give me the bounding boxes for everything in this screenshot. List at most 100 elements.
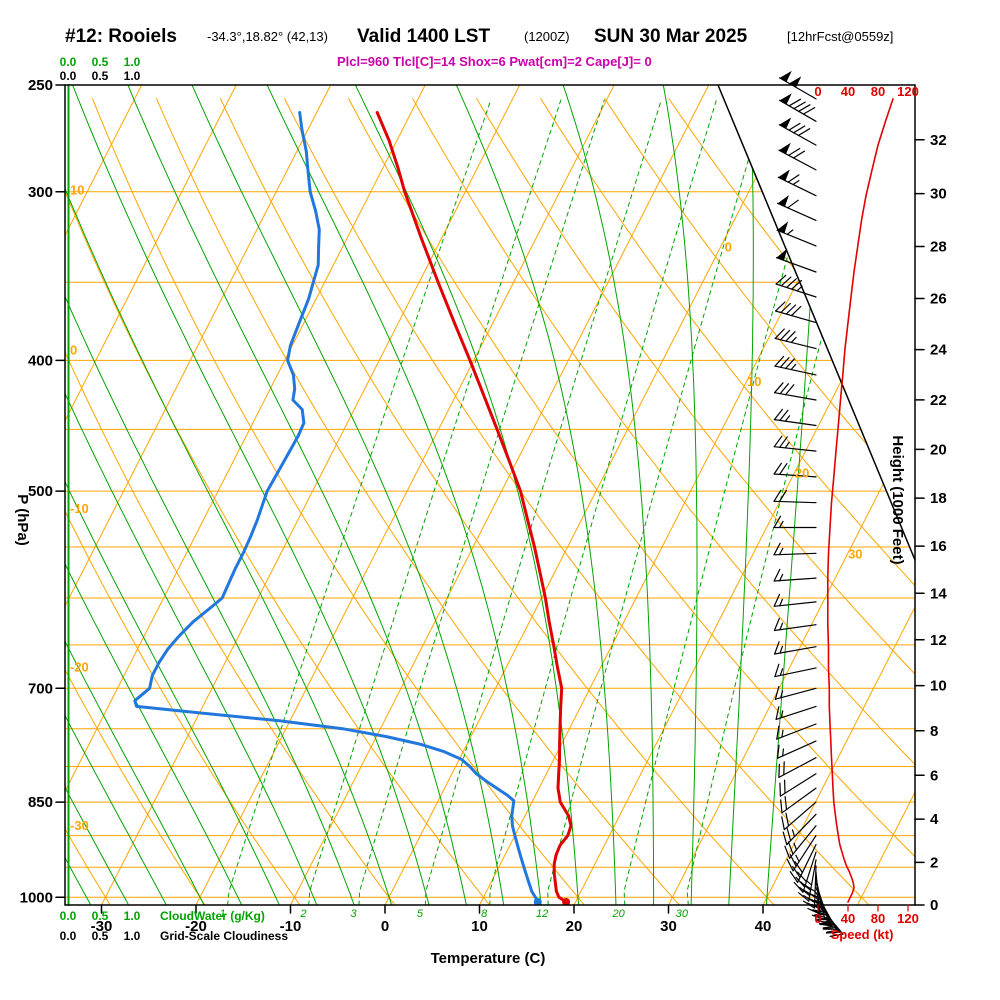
moist-adiabat-line <box>126 85 472 905</box>
wind-barb <box>773 408 817 427</box>
height-tick-label: 0 <box>930 897 938 914</box>
wind-barb <box>776 221 817 247</box>
speed-curve <box>827 98 894 903</box>
barb-half-feather <box>780 690 784 699</box>
barb-feather <box>792 866 801 878</box>
dry-adiabat-label: -20 <box>70 659 89 674</box>
barb-feather <box>798 104 811 112</box>
barb-feather <box>779 357 790 368</box>
moist-adiabat-line <box>71 85 436 905</box>
wind-barb <box>773 542 817 556</box>
barb-feather <box>773 617 780 632</box>
barb-feather <box>777 744 780 759</box>
mixing-ratio-label: 30 <box>676 908 689 920</box>
cloud-scale-label: 0.0 <box>60 909 77 923</box>
wind-barb <box>774 328 817 350</box>
barb-feather <box>802 900 816 909</box>
isotherm-line <box>65 85 426 905</box>
temperature-tick-label: 30 <box>660 918 677 935</box>
barb-feather <box>789 871 799 883</box>
height-tick-label: 24 <box>930 342 947 359</box>
moist-adiabat-line <box>561 85 655 905</box>
cloud-scale-label: 1.0 <box>124 69 141 83</box>
barb-half-feather <box>780 710 784 719</box>
barb-feather <box>775 301 786 312</box>
barb-staff <box>773 577 817 582</box>
barb-feather <box>785 331 796 342</box>
height-tick-label: 20 <box>930 441 947 458</box>
dry-adiabat-line <box>348 98 915 905</box>
moist-adiabat-line <box>727 85 754 905</box>
mixing-ratio-line <box>424 99 662 905</box>
barb-staff <box>797 844 817 883</box>
sounding-curves-group <box>133 111 573 905</box>
barb-staff <box>774 392 817 401</box>
moist-adiabat-line <box>265 85 545 905</box>
barb-staff <box>774 337 817 350</box>
barb-half-feather <box>779 622 784 631</box>
isotherm-line <box>668 85 915 905</box>
barb-feather <box>779 383 789 395</box>
barb-feather <box>786 858 794 872</box>
barb-feather <box>785 304 797 315</box>
barb-feather <box>773 489 782 502</box>
barb-staff <box>813 865 817 909</box>
wind-barb <box>775 274 817 298</box>
barb-flag <box>777 195 789 207</box>
pressure-tick-label: 300 <box>28 184 53 201</box>
barb-staff <box>773 419 817 427</box>
wind-barb <box>778 757 817 778</box>
wind-barb <box>774 382 817 401</box>
barb-staff <box>773 473 817 478</box>
temperature-tick-label: 0 <box>381 918 389 935</box>
moist-adiabat-line <box>662 85 698 905</box>
barb-half-feather <box>778 520 784 529</box>
wind-barb <box>776 723 817 740</box>
barb-feather <box>829 933 844 937</box>
height-tick-label: 10 <box>930 678 947 695</box>
barb-feather <box>787 841 794 855</box>
barb-feather <box>793 125 806 134</box>
cloud-scale-label: 0.5 <box>92 929 109 943</box>
barb-feather <box>778 489 787 503</box>
height-tick-label: 26 <box>930 290 947 307</box>
pressure-tick-label: 250 <box>28 77 53 94</box>
barb-staff <box>774 667 817 678</box>
barb-feather <box>780 302 791 314</box>
barb-feather <box>788 147 801 156</box>
forecast-info: [12hrFcst@0559z] <box>787 29 893 44</box>
barb-feather <box>774 328 785 339</box>
wind-barb <box>784 825 817 859</box>
barb-feather <box>780 799 783 814</box>
wind-barb <box>773 515 817 529</box>
moist-adiabat-line <box>65 85 327 905</box>
barb-staff <box>815 871 821 915</box>
moist-adiabat-line <box>65 85 216 905</box>
dry-adiabat-label: -10 <box>70 501 89 516</box>
dry-adiabat-line <box>91 98 602 905</box>
barb-feather <box>775 706 780 720</box>
barb-feather <box>782 831 788 846</box>
wind-barb <box>774 686 817 700</box>
barb-feather <box>780 329 791 341</box>
dry-adiabat-line <box>412 98 915 905</box>
barb-feather <box>792 150 806 159</box>
dry-adiabat-line <box>604 98 915 905</box>
wind-barb <box>775 248 817 273</box>
wind-barb <box>780 787 817 814</box>
wind-barb <box>778 117 817 146</box>
moist-adiabat-line <box>65 85 290 905</box>
mixing-ratio-line <box>686 99 886 905</box>
barb-staff <box>776 723 817 740</box>
cloud-scale-label: 0.5 <box>92 55 109 69</box>
barb-half-feather <box>791 829 796 838</box>
barb-feather <box>773 542 781 556</box>
dewpoint-curve <box>133 111 540 904</box>
barb-half-feather <box>792 180 800 186</box>
wind-barb <box>779 773 817 797</box>
mixing-ratio-line <box>547 99 767 905</box>
moist-adiabat-line <box>765 85 823 905</box>
barb-staff <box>775 257 817 273</box>
